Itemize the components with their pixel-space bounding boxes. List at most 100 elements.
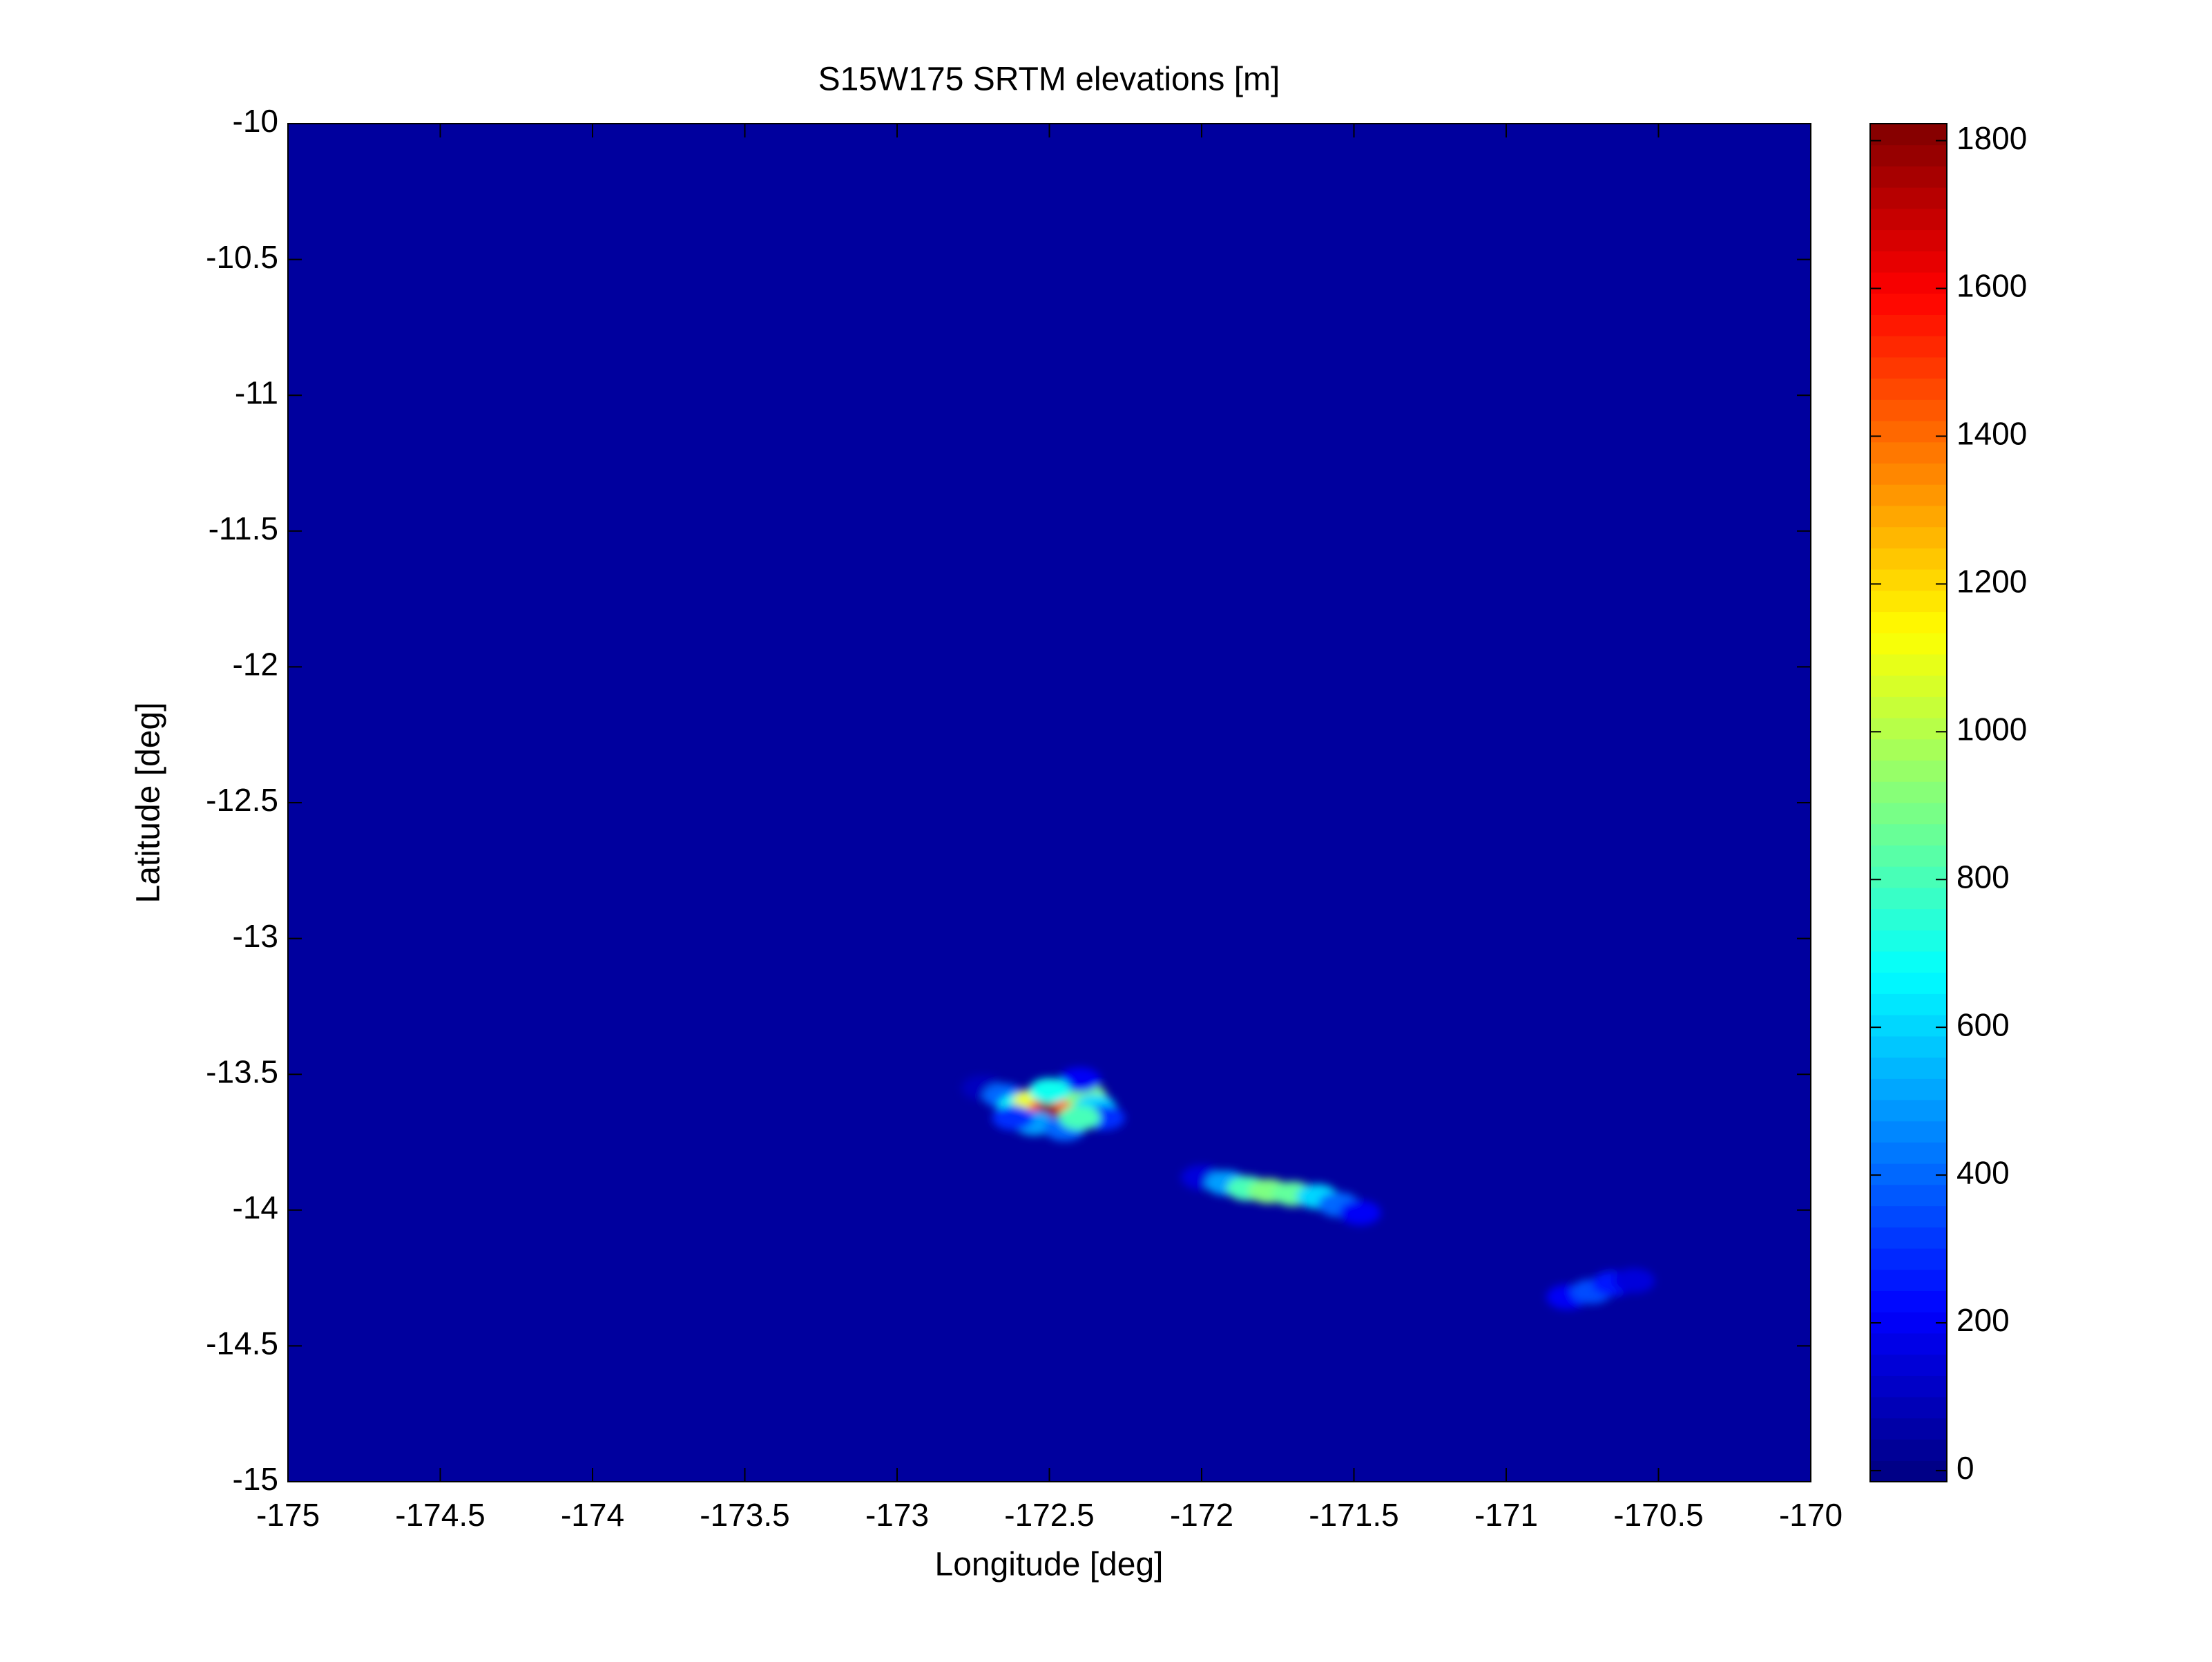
colorbar-tick-label: 600 bbox=[1956, 1006, 2010, 1042]
colorbar-step bbox=[1870, 526, 1947, 548]
colorbar-step bbox=[1870, 1439, 1947, 1461]
elevation-cell bbox=[1339, 1200, 1381, 1225]
colorbar-step bbox=[1870, 124, 1947, 146]
colorbar-step bbox=[1870, 229, 1947, 251]
colorbar-step bbox=[1870, 993, 1947, 1015]
colorbar-step bbox=[1870, 1078, 1947, 1100]
y-tick-label: -13 bbox=[233, 918, 278, 954]
elevation-cell bbox=[1059, 1105, 1101, 1131]
x-tick-label: -170 bbox=[1779, 1497, 1843, 1533]
colorbar-step bbox=[1870, 1142, 1947, 1164]
y-tick-label: -13.5 bbox=[206, 1053, 278, 1089]
colorbar-tick-label: 1400 bbox=[1956, 416, 2027, 452]
y-tick-label: -14 bbox=[233, 1190, 278, 1225]
x-tick-label: -172 bbox=[1170, 1497, 1233, 1533]
colorbar-step bbox=[1870, 336, 1947, 358]
colorbar-tick-label: 1200 bbox=[1956, 564, 2027, 600]
colorbar-step bbox=[1870, 421, 1947, 443]
colorbar-step bbox=[1870, 1397, 1947, 1419]
colorbar-step bbox=[1870, 1312, 1947, 1334]
x-tick-label: -174.5 bbox=[395, 1497, 485, 1533]
y-axis-label: Latitude [deg] bbox=[131, 703, 167, 904]
colorbar-step bbox=[1870, 845, 1947, 867]
colorbar-step bbox=[1870, 1354, 1947, 1376]
plot-area: -175 -174.5 -174 -173.5 -173 -172.5 -172 -171.5… bbox=[206, 103, 1843, 1533]
colorbar-step bbox=[1870, 1460, 1947, 1482]
x-axis-label: Longitude [deg] bbox=[935, 1547, 1164, 1583]
colorbar-step bbox=[1870, 1015, 1947, 1037]
colorbar-step bbox=[1870, 166, 1947, 188]
x-tick-label: -171 bbox=[1474, 1497, 1538, 1533]
y-tick-label: -12 bbox=[233, 647, 278, 682]
colorbar-step bbox=[1870, 633, 1947, 655]
chart-title: S15W175 SRTM elevations [m] bbox=[818, 61, 1280, 98]
x-tick-label: -174 bbox=[561, 1497, 624, 1533]
colorbar-step bbox=[1870, 738, 1947, 761]
colorbar-step bbox=[1870, 823, 1947, 846]
y-tick-label: -10 bbox=[233, 103, 278, 139]
colorbar-step bbox=[1870, 590, 1947, 613]
colorbar-tick-label: 0 bbox=[1956, 1450, 1974, 1486]
y-tick-label: -15 bbox=[233, 1461, 278, 1497]
colorbar-step bbox=[1870, 1163, 1947, 1185]
colorbar: 0 200 400 600 800 1000 1200 1400 1600 1800 bbox=[1869, 120, 2027, 1486]
colorbar-step bbox=[1870, 1417, 1947, 1440]
colorbar-tick-label: 200 bbox=[1956, 1302, 2010, 1338]
colorbar-step bbox=[1870, 653, 1947, 676]
colorbar-step bbox=[1870, 718, 1947, 740]
x-tick-label: -172.5 bbox=[1004, 1497, 1094, 1533]
colorbar-step bbox=[1870, 1290, 1947, 1312]
x-tick-label: -173 bbox=[865, 1497, 929, 1533]
colorbar-step bbox=[1870, 951, 1947, 973]
y-tick-label: -11 bbox=[235, 374, 278, 410]
colorbar-step bbox=[1870, 1057, 1947, 1079]
colorbar-step bbox=[1870, 972, 1947, 994]
colorbar-step bbox=[1870, 675, 1947, 697]
colorbar-step bbox=[1870, 930, 1947, 952]
colorbar-step bbox=[1870, 611, 1947, 633]
colorbar-step bbox=[1870, 356, 1947, 379]
colorbar-step bbox=[1870, 1248, 1947, 1270]
colorbar-step bbox=[1870, 484, 1947, 506]
elevation-cell bbox=[992, 1105, 1034, 1131]
colorbar-step bbox=[1870, 505, 1947, 528]
elevation-cell bbox=[1028, 1078, 1070, 1103]
colorbar-step bbox=[1870, 378, 1947, 400]
colorbar-step bbox=[1870, 1227, 1947, 1249]
y-tick-label: -11.5 bbox=[209, 510, 278, 546]
colorbar-step bbox=[1870, 1205, 1947, 1228]
colorbar-step bbox=[1870, 208, 1947, 231]
colorbar-step bbox=[1870, 569, 1947, 591]
colorbar-frame bbox=[1869, 123, 1947, 1482]
colorbar-step bbox=[1870, 1333, 1947, 1355]
colorbar-step bbox=[1870, 1035, 1947, 1058]
colorbar-step bbox=[1870, 293, 1947, 315]
colorbar-step bbox=[1870, 251, 1947, 273]
colorbar-step bbox=[1870, 1120, 1947, 1143]
colorbar-tick-label: 400 bbox=[1956, 1154, 2010, 1190]
colorbar-step bbox=[1870, 187, 1947, 209]
x-tick-label: -173.5 bbox=[700, 1497, 789, 1533]
colorbar-tick-label: 1800 bbox=[1956, 120, 2027, 156]
colorbar-step bbox=[1870, 1375, 1947, 1397]
cells bbox=[961, 1067, 1655, 1310]
colorbar-step bbox=[1870, 314, 1947, 336]
colorbar-step bbox=[1870, 696, 1947, 718]
colorbar-step bbox=[1870, 548, 1947, 570]
colorbar-tick-label: 1600 bbox=[1956, 268, 2027, 304]
colorbar-step bbox=[1870, 887, 1947, 910]
colorbar-step bbox=[1870, 144, 1947, 166]
y-tick-label: -12.5 bbox=[206, 782, 278, 818]
colorbar-step bbox=[1870, 272, 1947, 294]
colorbar-step bbox=[1870, 1100, 1947, 1122]
elevation-cell bbox=[1613, 1268, 1655, 1294]
colorbar-step bbox=[1870, 908, 1947, 930]
y-tick-label: -14.5 bbox=[206, 1326, 278, 1362]
colorbar-tick-label: 1000 bbox=[1956, 711, 2027, 747]
colorbar-step bbox=[1870, 760, 1947, 782]
y-tick-label: -10.5 bbox=[206, 239, 278, 275]
colorbar-step bbox=[1870, 399, 1947, 421]
colorbar-step bbox=[1870, 1184, 1947, 1207]
colorbar-step bbox=[1870, 463, 1947, 485]
